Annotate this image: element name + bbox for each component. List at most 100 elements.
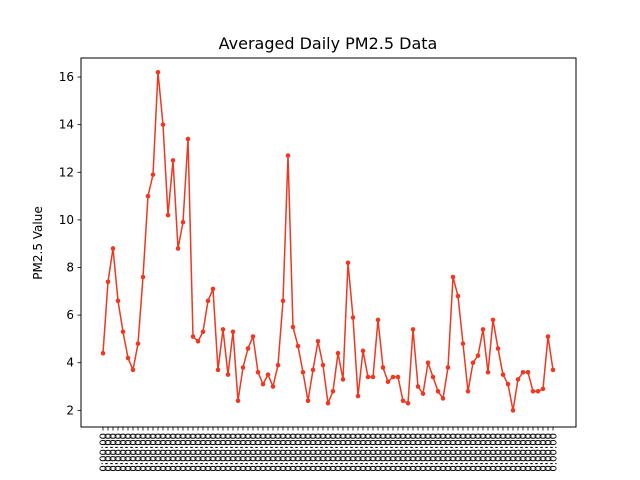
x-tick-label: 0:00:00 — [159, 433, 170, 472]
x-tick-label: 0:00:00 — [224, 433, 235, 472]
data-point — [275, 362, 281, 368]
x-tick-label: 0:00:00 — [399, 433, 410, 472]
x-tick-label: 0:00:00 — [384, 433, 395, 472]
x-tick-label: 0:00:00 — [449, 433, 460, 472]
x-tick-label: 0:00:00 — [289, 433, 300, 472]
data-point — [360, 348, 366, 354]
x-tick-label: 0:00:00 — [249, 433, 260, 472]
x-tick-label: 0:00:00 — [319, 433, 330, 472]
data-point — [170, 158, 176, 163]
x-tick-label: 0:00:00 — [284, 433, 295, 472]
x-tick-label: 0:00:00 — [424, 433, 435, 472]
data-point — [475, 353, 481, 358]
x-tick-label: 0:00:00 — [174, 433, 185, 472]
data-point — [435, 388, 441, 394]
data-point — [325, 400, 331, 406]
data-point — [190, 334, 196, 339]
data-point — [195, 339, 201, 344]
axes-frame — [80, 57, 577, 428]
data-point — [285, 153, 291, 158]
data-point — [485, 369, 491, 375]
data-point — [125, 355, 131, 361]
data-point — [120, 329, 126, 335]
x-tick-label: 0:00:00 — [489, 433, 500, 472]
data-point — [520, 369, 526, 375]
data-point — [110, 246, 116, 251]
x-tick-label: 0:00:00 — [279, 433, 290, 472]
x-tick-label: 0:00:00 — [434, 433, 445, 472]
x-tick-label: 0:00:00 — [294, 433, 305, 472]
x-tick-label: 0:00:00 — [524, 433, 535, 472]
x-tick-label: 0:00:00 — [114, 433, 125, 472]
y-tick-label: 6 — [66, 308, 74, 322]
data-point — [135, 341, 141, 346]
data-point — [255, 369, 261, 375]
data-point — [230, 329, 236, 335]
data-point — [345, 260, 351, 266]
x-tick-label: 0:00:00 — [499, 433, 510, 472]
x-tick-label: 0:00:00 — [484, 433, 495, 472]
data-point — [225, 372, 231, 377]
x-tick-label: 0:00:00 — [354, 433, 365, 472]
data-point — [270, 384, 276, 389]
x-tick-label: 0:00:00 — [119, 433, 130, 472]
data-point — [145, 193, 151, 199]
data-point — [350, 315, 356, 320]
data-point — [250, 334, 256, 339]
data-point — [380, 365, 386, 370]
data-point — [550, 367, 556, 373]
data-point — [335, 350, 341, 356]
data-point — [545, 334, 551, 339]
x-tick-label: 0:00:00 — [104, 433, 115, 472]
data-point — [535, 388, 541, 394]
data-point — [460, 341, 466, 346]
data-point — [245, 346, 251, 351]
x-tick-label: 0:00:00 — [134, 433, 145, 472]
data-point — [515, 377, 521, 382]
data-point — [220, 327, 226, 332]
x-tick-label: 0:00:00 — [529, 433, 540, 472]
data-point — [210, 286, 216, 292]
x-tick-label: 0:00:00 — [519, 433, 530, 472]
data-point — [440, 396, 446, 401]
x-tick-label: 0:00:00 — [429, 433, 440, 472]
data-point — [235, 398, 241, 404]
x-tick-label: 0:00:00 — [219, 433, 230, 472]
data-point — [215, 367, 221, 373]
data-point — [415, 384, 421, 389]
x-tick-label: 0:00:00 — [379, 433, 390, 472]
x-tick-label: 0:00:00 — [269, 433, 280, 472]
data-point — [385, 379, 391, 385]
data-point — [160, 122, 166, 127]
x-tick-label: 0:00:00 — [149, 433, 160, 472]
x-tick-label: 0:00:00 — [334, 433, 345, 472]
x-tick-label: 0:00:00 — [199, 433, 210, 472]
data-point — [505, 381, 511, 387]
data-point — [100, 350, 106, 356]
data-point — [445, 365, 451, 370]
data-point — [165, 212, 171, 218]
x-tick-label: 0:00:00 — [144, 433, 155, 472]
x-tick-label: 0:00:00 — [464, 433, 475, 472]
x-tick-label: 0:00:00 — [454, 433, 465, 472]
plot-area — [100, 69, 556, 413]
data-point — [395, 374, 401, 380]
data-point — [400, 398, 406, 404]
x-tick-label: 0:00:00 — [534, 433, 545, 472]
y-tick-label: 2 — [66, 403, 74, 417]
x-tick-label: 0:00:00 — [544, 433, 555, 472]
data-point — [340, 377, 346, 382]
x-tick-label: 0:00:00 — [389, 433, 400, 472]
x-tick-label: 0:00:00 — [504, 433, 515, 472]
x-tick-label: 0:00:00 — [349, 433, 360, 472]
data-point — [390, 374, 396, 380]
x-tick-label: 0:00:00 — [139, 433, 150, 472]
data-point — [310, 367, 316, 373]
x-tick-label: 0:00:00 — [299, 433, 310, 472]
x-tick-label: 0:00:00 — [539, 433, 550, 472]
x-tick-label: 0:00:00 — [314, 433, 325, 472]
data-point — [365, 374, 371, 380]
data-point — [450, 274, 456, 280]
y-tick-label: 12 — [59, 165, 74, 179]
